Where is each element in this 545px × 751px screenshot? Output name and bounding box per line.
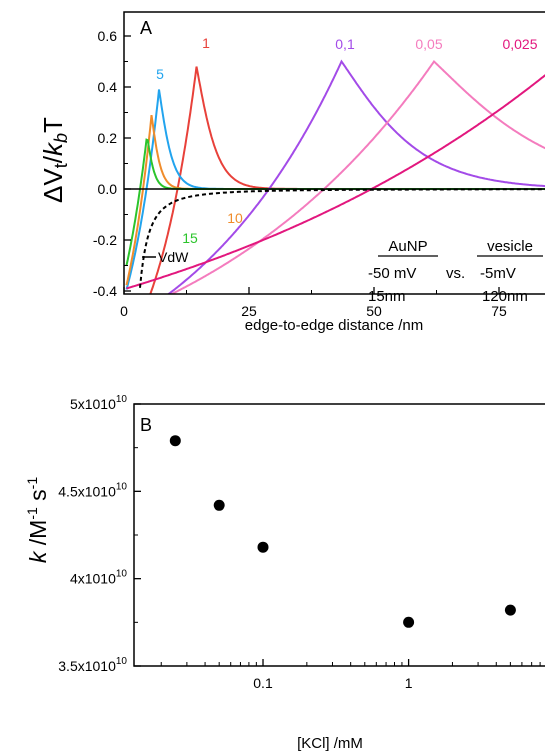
series-label-1: 1: [202, 35, 210, 51]
aunp-heading: AuNP: [388, 238, 427, 255]
data-point: [403, 616, 415, 628]
panel-a-x-axis-label: edge-to-edge distance /nm: [245, 317, 423, 334]
panel-b-ticks: 0.11103.5x1010104x1010104.5x1010105x1010…: [58, 394, 541, 691]
data-point: [213, 499, 225, 511]
panel-b-label: B: [140, 415, 152, 435]
series-curve-0-025: [126, 74, 545, 290]
series-label-0-025: 0,025: [502, 36, 537, 52]
panel-b-frame: [133, 403, 545, 667]
panel-a-x-tick-label: 0: [120, 303, 128, 319]
series-label-5: 5: [156, 66, 164, 82]
panel-b-y-axis-label: k /M-1 s-1: [24, 477, 51, 563]
panel-b-y-tick-label: 4x101010: [70, 569, 127, 587]
panel-b-y-tick-label: 5x101010: [70, 394, 127, 412]
panel-b-y-tick-label: 4.5x101010: [58, 481, 127, 499]
series-label-0-1: 0,1: [335, 36, 355, 52]
data-point: [504, 604, 516, 616]
panel-a-y-tick-label: 0.4: [98, 79, 118, 95]
series-label-10: 10: [227, 210, 243, 226]
panel-a-y-tick-label: 0.2: [98, 130, 118, 146]
panel-a-y-tick-label: -0.2: [93, 232, 117, 248]
panel-a-x-tick-label: 25: [241, 303, 257, 319]
panel-a-label: A: [140, 18, 152, 38]
vesicle-size: 120nm: [482, 288, 528, 305]
panel-a-y-tick-label: 0.0: [98, 181, 118, 197]
series-curve-0-05: [169, 59, 545, 294]
panel-b-x-tick-label: 1: [405, 675, 413, 691]
series-label-0-05: 0,05: [415, 36, 442, 52]
vdw-label: VdW: [158, 249, 189, 265]
panel-a-y-axis-label: ΔVt/kbT: [38, 117, 71, 203]
vesicle-heading: vesicle: [487, 238, 533, 255]
series-curve-0-1: [167, 59, 545, 294]
panel-b: 0.11103.5x1010104x1010104.5x1010105x1010…: [24, 394, 545, 751]
series-curve-15: [125, 138, 545, 266]
panel-a-y-tick-label: 0.6: [98, 28, 118, 44]
data-point: [169, 435, 181, 447]
panel-a-y-tick-label: -0.4: [93, 283, 117, 299]
panel-a: 0 25 50 75 -0.4 -0.2 0.0 0.2 0.4 0.6 A edge-to-ed…: [38, 11, 545, 334]
panel-a-ticks: 0 25 50 75 -0.4 -0.2 0.0 0.2 0.4 0.6: [93, 28, 507, 319]
data-point: [257, 541, 269, 553]
vesicle-potential: -5mV: [480, 265, 516, 282]
parameter-annotation: AuNP vesicle -50 mV vs. -5mV 15nm 120nm: [368, 238, 543, 305]
panel-a-x-tick-label: 50: [366, 303, 382, 319]
panel-b-points: [169, 435, 516, 628]
panel-b-y-tick-label: 3.5x101010: [58, 656, 127, 674]
series-curve-10: [125, 114, 545, 286]
aunp-size: 15nm: [368, 288, 406, 305]
series-label-15: 15: [182, 230, 198, 246]
panel-a-x-tick-label: 75: [491, 303, 507, 319]
panel-a-frame: [123, 11, 545, 295]
panel-b-x-tick-label: 0.1: [253, 675, 273, 691]
versus-text: vs.: [446, 265, 465, 282]
panel-b-x-axis-label: [KCl] /mM: [297, 735, 363, 751]
aunp-potential: -50 mV: [368, 265, 416, 282]
